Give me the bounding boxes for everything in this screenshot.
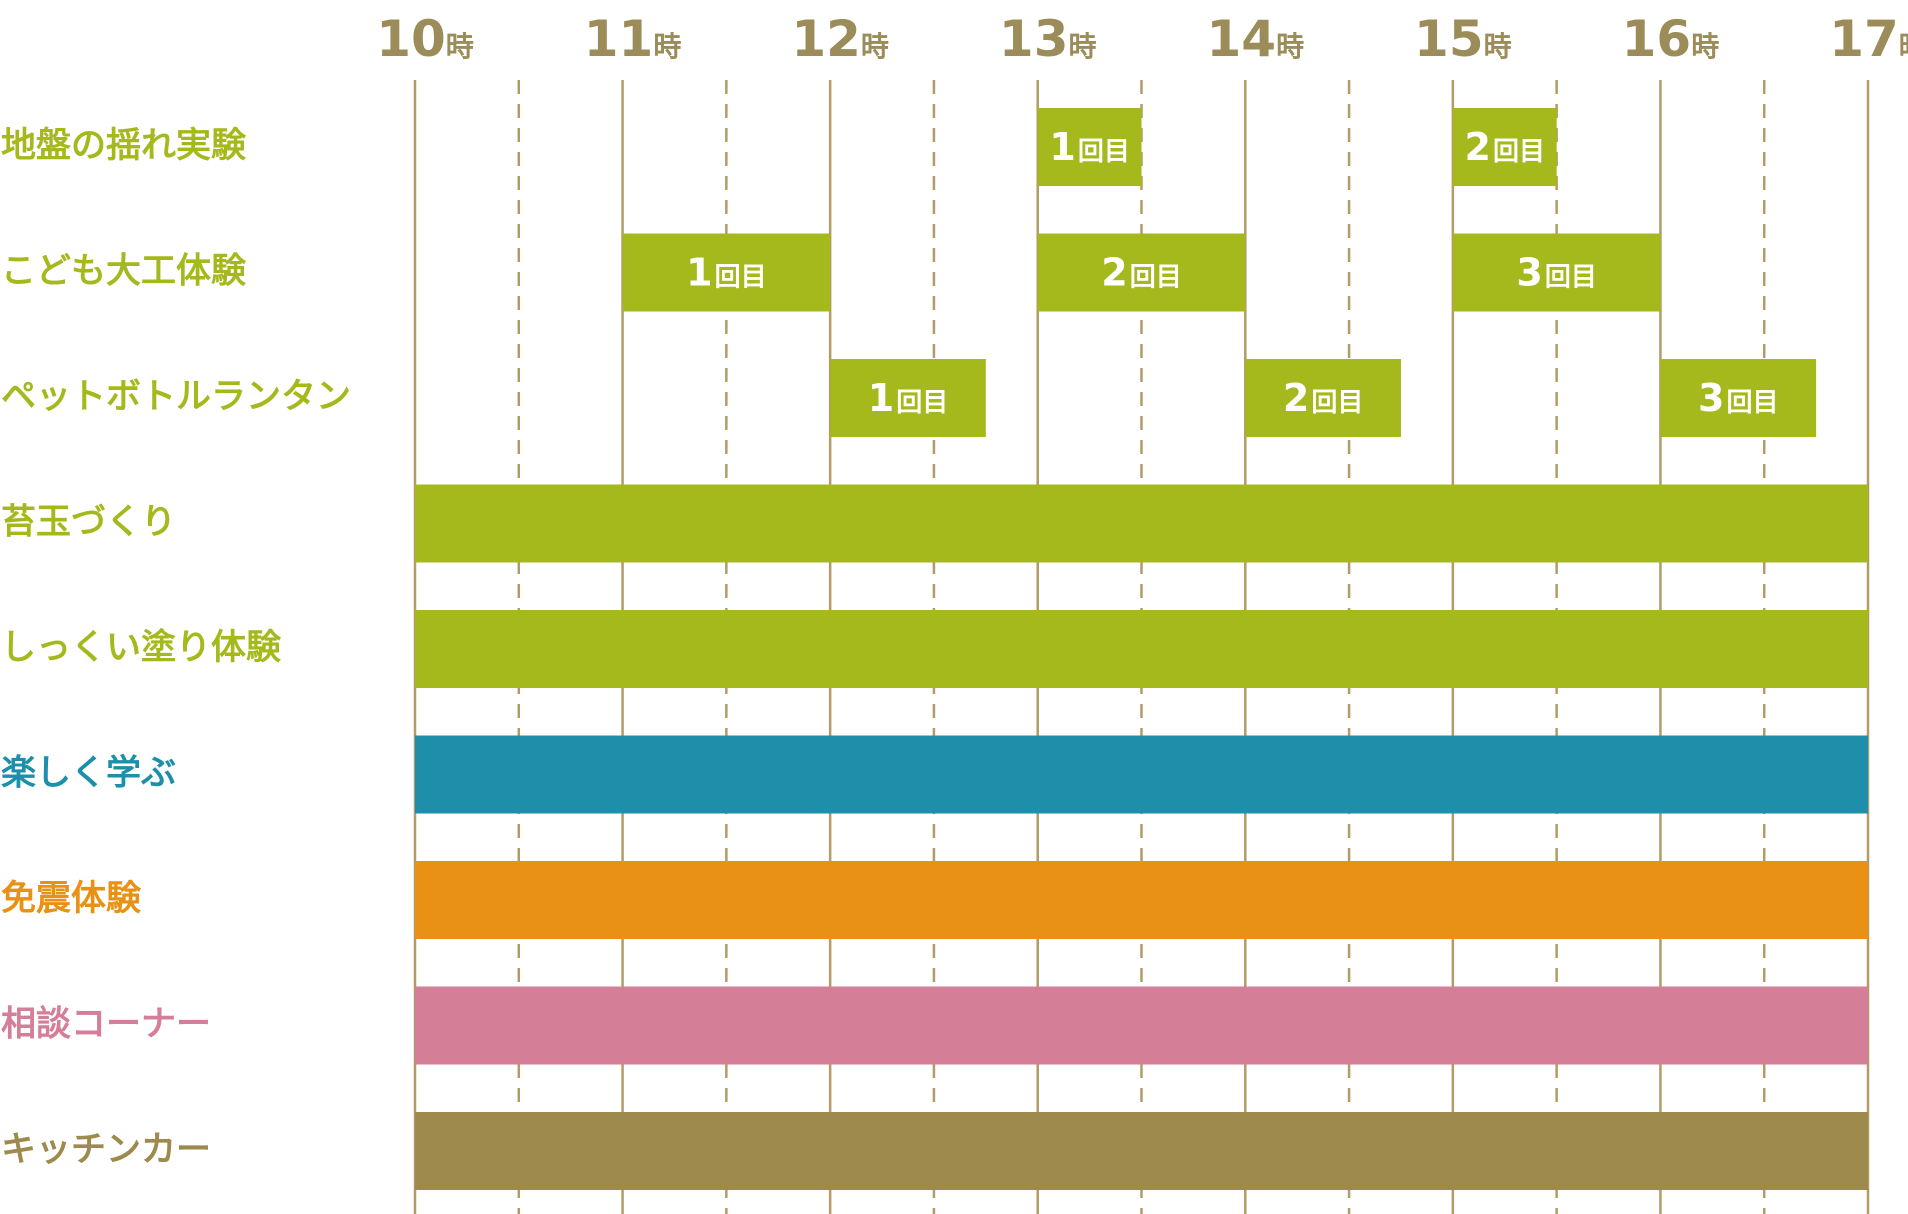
hour-tick-unit: 時 <box>446 30 474 63</box>
hour-tick-number: 13 <box>999 10 1069 68</box>
row-label: しっくい塗り体験 <box>1 627 282 668</box>
hour-tick-number: 14 <box>1206 10 1276 68</box>
session-unit: 回目 <box>1726 388 1778 418</box>
session-label: 3回目 <box>1516 250 1596 294</box>
row-labels: 地盤の揺れ実験こども大工体験ペットボトルランタン苔玉づくりしっくい塗り体験楽しく… <box>1 126 351 1170</box>
session-number: 1 <box>1049 125 1075 169</box>
session-bar <box>1037 108 1142 186</box>
session-label: 1回目 <box>868 376 948 420</box>
all-day-bar <box>415 610 1868 688</box>
all-day-bar <box>415 986 1868 1065</box>
hour-tick-label: 16時 <box>1622 10 1720 68</box>
row-label: 楽しく学ぶ <box>1 753 176 794</box>
hour-tick-label: 13時 <box>999 10 1097 68</box>
row-label: キッチンカー <box>1 1130 211 1170</box>
session-label: 2回目 <box>1465 125 1545 169</box>
session-label: 1回目 <box>1049 125 1129 169</box>
session-unit: 回目 <box>715 262 767 292</box>
session-unit: 回目 <box>1545 262 1597 292</box>
session-number: 2 <box>1101 250 1127 294</box>
row-label: ペットボトルランタン <box>1 377 351 417</box>
session-bar <box>622 233 831 312</box>
hour-tick-unit: 時 <box>861 30 889 63</box>
all-day-bar <box>415 484 1868 563</box>
session-number: 3 <box>1516 250 1542 294</box>
hour-tick-number: 17 <box>1829 10 1899 68</box>
hour-tick-unit: 時 <box>1484 30 1512 63</box>
hour-tick-label: 17時 <box>1829 10 1908 68</box>
session-bar <box>1245 359 1401 437</box>
session-bar <box>1452 233 1661 312</box>
session-unit: 回目 <box>896 388 948 418</box>
hour-tick-number: 12 <box>791 10 861 68</box>
hour-tick-number: 11 <box>584 10 654 68</box>
all-day-bar <box>415 735 1868 814</box>
hour-tick-label: 11時 <box>584 10 682 68</box>
row-label: 苔玉づくり <box>1 503 176 543</box>
session-number: 2 <box>1283 376 1309 420</box>
hour-tick-unit: 時 <box>1691 30 1719 63</box>
all-day-bar <box>415 861 1868 939</box>
hour-tick-unit: 時 <box>1899 30 1908 63</box>
row-label: 地盤の揺れ実験 <box>1 126 247 166</box>
session-label: 1回目 <box>686 250 766 294</box>
row-label: 免震体験 <box>1 879 142 919</box>
row-label: こども大工体験 <box>1 252 247 292</box>
hour-tick-label: 10時 <box>376 10 474 68</box>
hour-tick-unit: 時 <box>1276 30 1304 63</box>
session-bar <box>1037 233 1246 312</box>
session-label: 2回目 <box>1101 250 1181 294</box>
hour-tick-label: 14時 <box>1206 10 1304 68</box>
hour-axis: 10時11時12時13時14時15時16時17時 <box>376 10 1908 68</box>
session-number: 3 <box>1698 376 1724 420</box>
session-label: 2回目 <box>1283 376 1363 420</box>
session-unit: 回目 <box>1078 137 1130 167</box>
session-unit: 回目 <box>1130 262 1182 292</box>
hour-tick-number: 15 <box>1414 10 1484 68</box>
session-number: 1 <box>686 250 712 294</box>
row-label: 相談コーナー <box>1 1005 211 1045</box>
session-bar <box>1452 108 1557 186</box>
session-unit: 回目 <box>1311 388 1363 418</box>
hour-tick-unit: 時 <box>653 30 681 63</box>
hour-tick-label: 15時 <box>1414 10 1512 68</box>
session-number: 2 <box>1465 125 1491 169</box>
session-label: 3回目 <box>1698 376 1778 420</box>
session-number: 1 <box>868 376 894 420</box>
hour-tick-label: 12時 <box>791 10 889 68</box>
session-unit: 回目 <box>1493 137 1545 167</box>
hour-tick-unit: 時 <box>1069 30 1097 63</box>
all-day-bar <box>415 1112 1868 1190</box>
hour-tick-number: 10 <box>376 10 446 68</box>
session-bar <box>1660 359 1817 437</box>
session-bar <box>830 359 986 437</box>
hour-tick-number: 16 <box>1622 10 1692 68</box>
